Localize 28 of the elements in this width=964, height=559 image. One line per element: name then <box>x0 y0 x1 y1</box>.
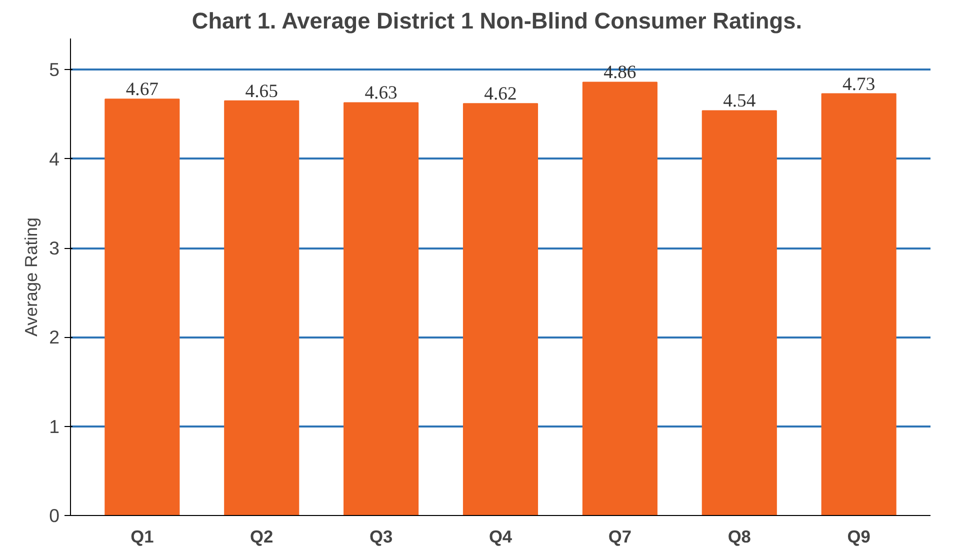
y-axis-title: Average Rating <box>21 217 42 337</box>
x-tick-label: Q3 <box>370 526 393 546</box>
y-tick-label: 4 <box>49 148 60 170</box>
y-tick-label: 5 <box>49 59 60 80</box>
bar <box>821 93 896 516</box>
bar <box>702 110 777 516</box>
bar <box>462 103 538 516</box>
data-label: 4.54 <box>723 90 756 112</box>
x-tick-label: Q2 <box>250 526 274 546</box>
y-tick-label: 3 <box>49 238 60 259</box>
data-label: 4.63 <box>364 82 398 104</box>
data-label: 4.62 <box>484 84 517 105</box>
x-tick-label: Q8 <box>728 526 752 546</box>
x-tick-label: Q7 <box>608 526 632 546</box>
bar <box>344 102 419 516</box>
y-tick-label: 0 <box>49 505 60 526</box>
x-tick-label: Q9 <box>847 526 870 546</box>
data-label: 4.67 <box>126 79 158 100</box>
y-tick-label: 1 <box>49 416 60 437</box>
data-label: 4.73 <box>842 74 876 95</box>
data-label: 4.65 <box>245 80 278 102</box>
bar <box>104 98 180 516</box>
chart-title: Chart 1. Average District 1 Non-Blind Consumer Ratings. <box>192 8 802 34</box>
y-tick-label: 2 <box>49 326 60 348</box>
x-tick-label: Q1 <box>130 526 154 546</box>
bar <box>224 100 300 516</box>
x-tick-label: Q4 <box>488 526 512 546</box>
bar <box>582 82 658 516</box>
